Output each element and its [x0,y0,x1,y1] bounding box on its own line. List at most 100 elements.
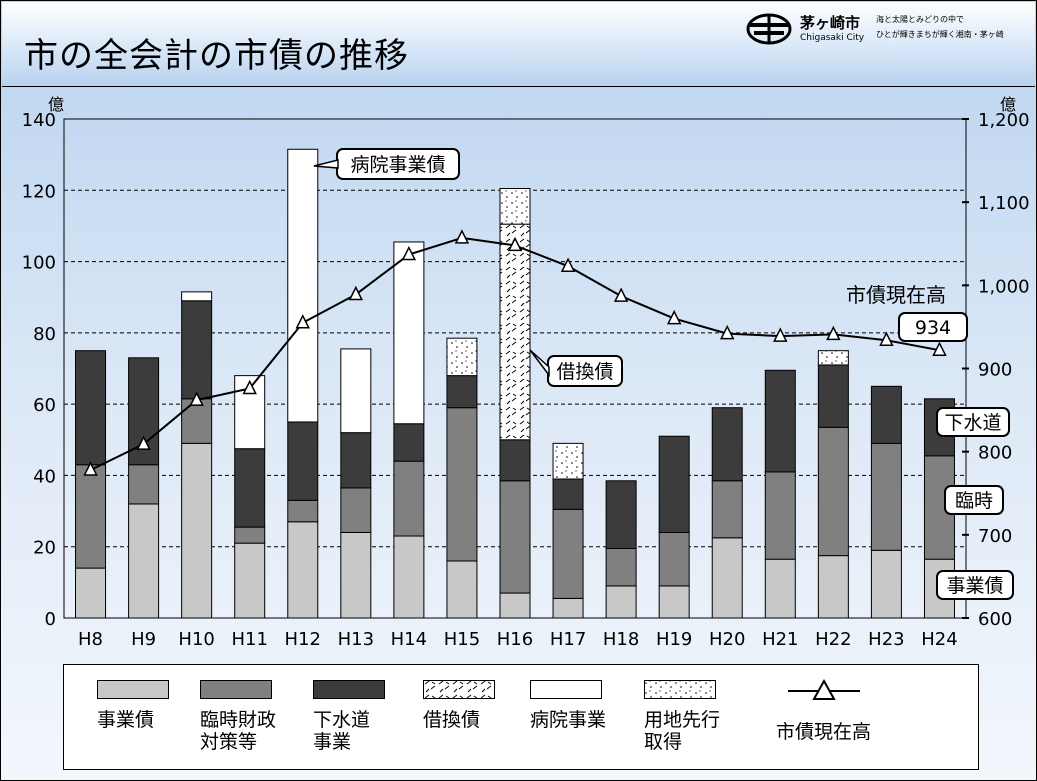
legend-label: 臨時財政 対策等 [200,709,277,753]
legend-swatch-hospital [530,680,602,699]
bar-segment [287,521,319,619]
line-marker [348,285,364,301]
legend-item-land: 用地先行 取得 [644,665,754,769]
bar-segment [181,291,213,302]
x-tick-label: H14 [391,629,427,650]
line-marker [666,309,682,325]
x-tick-label: H13 [338,629,374,650]
x-tick-label: H10 [178,629,214,650]
legend-item-sewer: 下水道 事業 [313,665,423,769]
current-value-callout-text: 934 [915,317,951,339]
bar-segment [552,597,584,619]
legend-label: 用地先行 取得 [644,709,721,753]
bar-segment [340,531,372,619]
legend-label: 病院事業 [530,709,607,731]
legend-swatch-rinji [200,680,272,699]
right-tick-label: 600 [978,609,1012,630]
x-tick-label: H21 [762,629,798,650]
bar-segment [446,560,478,619]
bar-segment [234,542,266,619]
bar-segment [340,348,372,434]
legend-swatch-refinance [423,680,495,699]
city-name-en: Chigasaki City [800,33,865,43]
current-balance-label: 市債現在高 [846,283,946,307]
left-tick-label: 60 [33,395,56,416]
x-tick-label: H16 [497,629,533,650]
refinance-callout-pointer [529,349,550,378]
legend-swatch-jigyo [97,680,169,699]
x-tick-label: H24 [921,629,957,650]
bar-segment [870,442,902,551]
hospital-callout-text: 病院事業債 [350,154,445,176]
bar-segment [75,567,107,619]
current-balance-line [83,229,947,476]
x-tick-label: H20 [709,629,745,650]
legend-swatch-land [644,680,716,699]
line-marker [720,324,735,340]
right-tick-label: 1,000 [978,276,1030,297]
bar-segment [181,300,213,400]
right-tick-label: 900 [978,360,1012,381]
bar-segment [605,585,637,619]
legend-label: 事業債 [97,709,155,731]
bar-segment [340,487,372,533]
bar-segment [287,421,319,501]
rinji-tag: 臨時 [944,485,1004,515]
legend-item-hospital: 病院事業 [530,665,640,769]
city-slogan-line1: 海と太陽とみどりの中で [876,15,964,24]
legend-item-refinance: 借換債 [423,665,533,769]
sewer-tag-text: 下水道 [944,412,1001,434]
legend-item-jigyo: 事業債 [97,665,207,769]
x-tick-label: H12 [285,629,321,650]
x-tick-label: H23 [868,629,904,650]
bar-segment [393,460,425,537]
bar-segment [711,407,743,482]
x-tick-label: H19 [656,629,692,650]
line-marker [401,245,417,261]
bar-segment [817,350,849,366]
bar-segment [870,385,902,444]
legend-label: 市債現在高 [776,721,872,743]
city-name: 茅ヶ崎市 [800,14,861,32]
bar-segment [446,375,478,409]
city-slogan-line2: ひとが輝きまちが輝く湘南・茅ヶ崎 [876,30,1004,39]
bar-segment [817,426,849,557]
bar-segment [552,508,584,599]
bar-segment [658,435,690,533]
bar-segment [287,148,319,423]
legend-label: 下水道 事業 [313,709,371,753]
right-tick-label: 800 [978,443,1012,464]
bar-segment [552,478,584,510]
bar-segment [234,448,266,528]
left-tick-label: 80 [33,324,56,345]
legend-swatch-sewer [313,680,385,699]
bar-segment [128,503,160,619]
bar-segment [340,432,372,489]
left-axis-unit: 億 [48,95,64,114]
sewer-tag-box [936,407,1010,437]
bar-segment [75,464,107,569]
line-marker [242,379,257,395]
bar-segment [128,464,160,505]
bar-segment [393,423,425,462]
page-title: 市の全会計の市債の推移 [24,36,409,76]
left-tick-label: 0 [45,609,56,630]
line-marker [189,391,204,406]
bar-segment [764,471,796,560]
legend-item-current: 市債現在高 [776,665,956,769]
bar-segment [499,223,531,441]
rinji-tag-box [944,485,1004,515]
header-banner: 市の全会計の市債の推移 茅ヶ崎市 Chigasaki City 海と太陽とみどり… [2,2,1035,87]
line-marker [454,229,470,244]
left-tick-label: 100 [22,253,56,274]
bar-segment [393,241,425,425]
legend-item-rinji: 臨時財政 対策等 [200,665,310,769]
bar-segment [393,535,425,619]
line-marker [613,287,629,302]
jigyo-tag: 事業債 [936,570,1014,600]
line-marker [560,257,576,272]
axes: 020406080100120140億6007008009001,0001,10… [22,95,1030,650]
sewer-tag: 下水道 [936,407,1010,437]
bar-segment [711,480,743,539]
line-marker [932,341,947,356]
